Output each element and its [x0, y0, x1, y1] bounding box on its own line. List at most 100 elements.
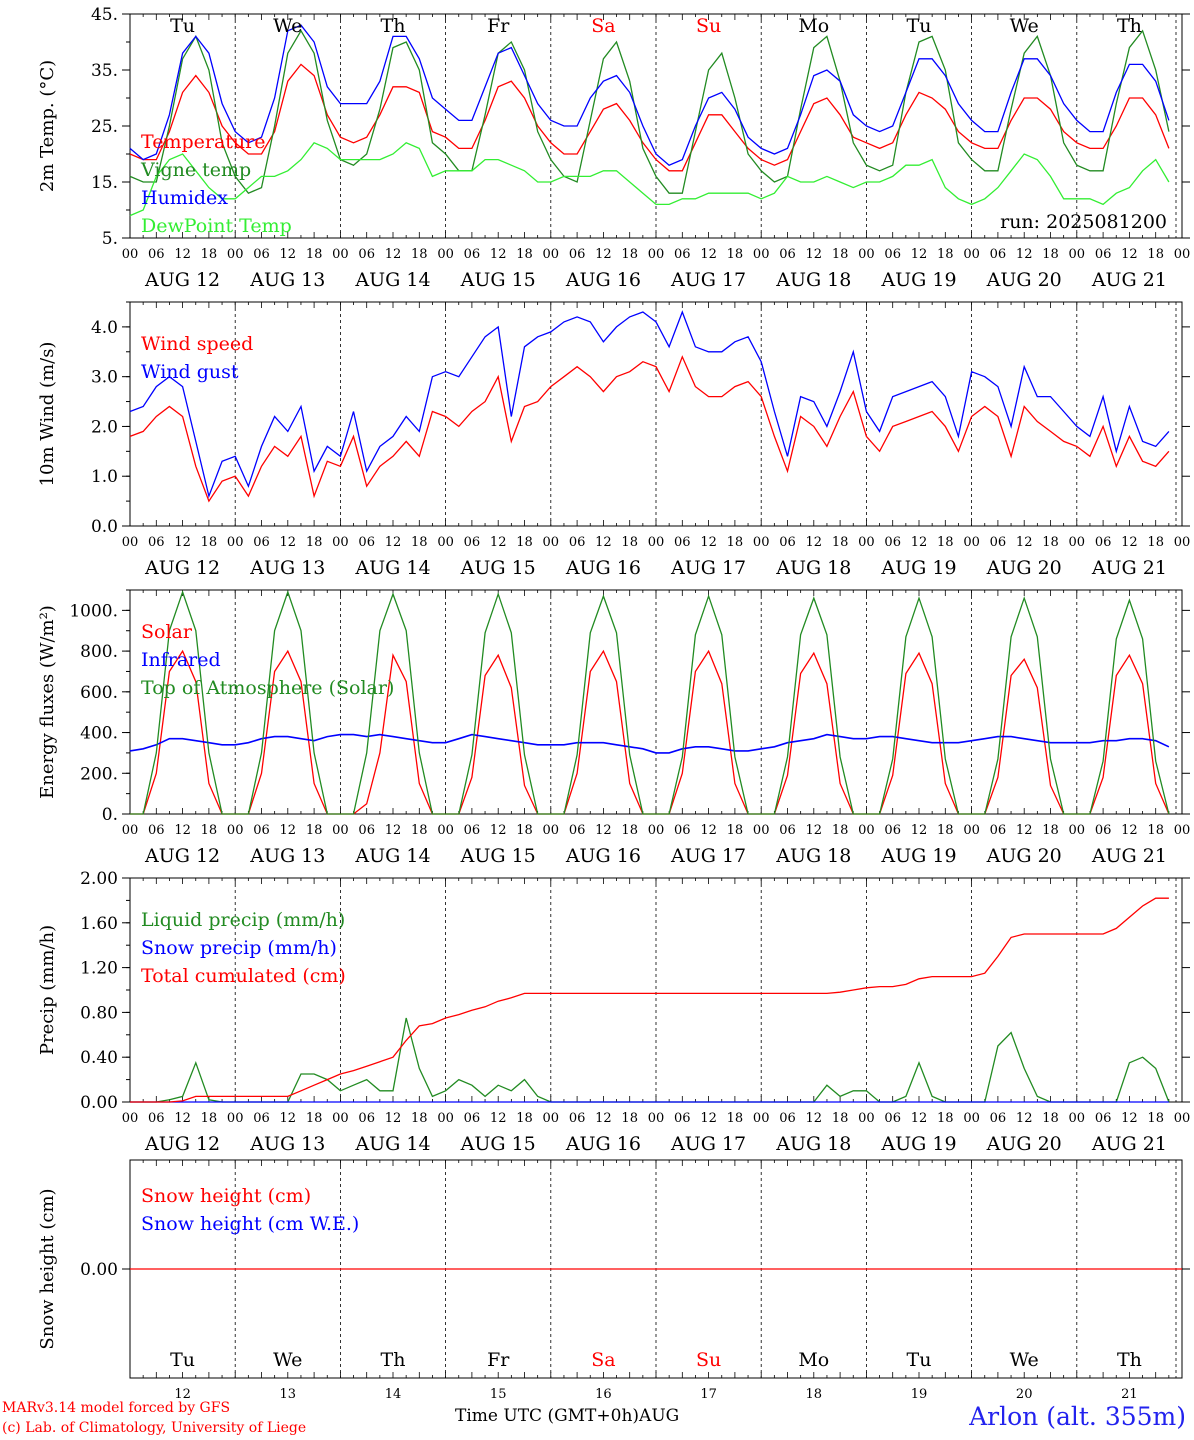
x-hour-label: 12	[806, 247, 823, 262]
x-hour-label: 06	[569, 535, 586, 550]
legend-entry: Solar	[141, 621, 193, 643]
x-date-label: AUG 17	[670, 269, 746, 291]
x-hour-label: 12	[490, 823, 507, 838]
model-credit: MARv3.14 model forced by GFS	[2, 1400, 231, 1416]
x-date-label: AUG 20	[986, 1133, 1062, 1155]
legend-entry: Vigne temp	[140, 159, 251, 181]
x-hour-label: 18	[621, 535, 638, 550]
x-hour-label: 18	[1042, 823, 1059, 838]
x-hour-label: 00	[1069, 1111, 1086, 1126]
x-hour-label: 12	[174, 247, 191, 262]
x-hour-label: 12	[700, 823, 717, 838]
panel-2: 0.0 1.0 2.0 3.0 4.0 10m Wind (m/s) Wind speed W…	[37, 301, 1191, 579]
x-hour-label: 06	[358, 535, 375, 550]
series-line-top-of-atmosphere-solar-	[130, 589, 1170, 815]
day-name-top: We	[273, 15, 302, 37]
x-hour-label: 06	[884, 535, 901, 550]
x-hour-label: 06	[148, 1111, 165, 1126]
legend-entry: Wind speed	[141, 333, 253, 355]
x-hour-label: 18	[832, 1111, 849, 1126]
x-hour-label: 06	[1095, 535, 1112, 550]
legend-entry: Liquid precip (mm/h)	[141, 909, 345, 931]
x-hour-label: 00	[1174, 247, 1191, 262]
x-hour-label: 18	[516, 1111, 533, 1126]
y-tick-label: 0.0	[91, 517, 118, 537]
x-hour-label: 12	[700, 247, 717, 262]
x-hour-label: 06	[674, 823, 691, 838]
y-tick-label: 0.40	[80, 1048, 118, 1068]
day-name-bottom: Tu	[907, 1349, 932, 1371]
x-date-label: AUG 15	[460, 845, 536, 867]
legend-entry: Infrared	[141, 649, 221, 671]
x-hour-label: 06	[1095, 823, 1112, 838]
x-hour-label: 00	[753, 1111, 770, 1126]
x-hour-label: 12	[700, 1111, 717, 1126]
x-date-label: AUG 14	[354, 557, 430, 579]
y-axis-label: 2m Temp. (°C)	[37, 60, 58, 192]
x-hour-label: 00	[858, 535, 875, 550]
day-number: 14	[385, 1387, 402, 1402]
y-tick-label: 1.20	[80, 959, 118, 979]
day-name-bottom: Th	[381, 1349, 406, 1371]
legend-entry: DewPoint Temp	[141, 215, 292, 237]
x-date-label: AUG 17	[670, 1133, 746, 1155]
x-date-label: AUG 18	[775, 1133, 851, 1155]
legend-entry: Humidex	[141, 187, 228, 209]
x-hour-label: 12	[700, 535, 717, 550]
x-hour-label: 06	[569, 823, 586, 838]
y-axis-label: Energy fluxes (W/m²)	[37, 605, 58, 799]
day-name-bottom: Sa	[591, 1349, 615, 1371]
x-hour-label: 00	[122, 247, 139, 262]
x-hour-label: 00	[648, 247, 665, 262]
day-name-top: Th	[1117, 15, 1142, 37]
day-name-top: Tu	[170, 15, 195, 37]
x-date-label: AUG 19	[880, 845, 956, 867]
x-hour-label: 00	[648, 1111, 665, 1126]
x-date-label: AUG 21	[1091, 557, 1167, 579]
x-hour-label: 18	[1147, 535, 1164, 550]
x-hour-label: 12	[385, 535, 402, 550]
x-date-label: AUG 13	[249, 269, 325, 291]
x-hour-label: 12	[806, 535, 823, 550]
x-hour-label: 06	[464, 535, 481, 550]
day-name-top: Tu	[907, 15, 932, 37]
series-line-humidex	[129, 24, 1170, 166]
y-tick-label: 45.	[91, 5, 118, 25]
x-date-label: AUG 16	[565, 1133, 641, 1155]
x-hour-label: 06	[253, 823, 270, 838]
series-line-liquid-precip-mm-h-	[130, 1017, 1170, 1103]
y-tick-label: 200.	[80, 764, 118, 784]
series-line-temperature	[129, 63, 1170, 172]
legend-entry: Temperature	[141, 131, 265, 153]
x-hour-label: 00	[1174, 535, 1191, 550]
x-axis-title: Time UTC (GMT+0h)AUG	[455, 1406, 680, 1426]
x-hour-label: 18	[937, 535, 954, 550]
panel-frame	[129, 589, 1183, 815]
x-hour-label: 12	[1121, 535, 1138, 550]
x-hour-label: 00	[332, 823, 349, 838]
day-name-bottom: We	[1010, 1349, 1039, 1371]
day-number: 17	[700, 1387, 717, 1402]
day-number: 15	[490, 1387, 507, 1402]
x-hour-label: 12	[806, 1111, 823, 1126]
x-hour-label: 18	[1042, 535, 1059, 550]
x-date-label: AUG 17	[670, 845, 746, 867]
x-hour-label: 06	[990, 535, 1007, 550]
x-hour-label: 06	[464, 1111, 481, 1126]
day-name-top: Su	[696, 15, 721, 37]
x-hour-label: 18	[411, 535, 428, 550]
x-hour-label: 00	[332, 1111, 349, 1126]
x-hour-label: 18	[1042, 1111, 1059, 1126]
x-date-label: AUG 14	[354, 269, 430, 291]
day-name-top: Th	[381, 15, 406, 37]
y-tick-label: 5.	[102, 229, 118, 249]
x-hour-label: 18	[306, 247, 323, 262]
x-hour-label: 06	[990, 247, 1007, 262]
x-hour-label: 06	[253, 1111, 270, 1126]
x-hour-label: 00	[1069, 247, 1086, 262]
x-date-label: AUG 13	[249, 845, 325, 867]
x-hour-label: 00	[437, 247, 454, 262]
x-date-label: AUG 13	[249, 1133, 325, 1155]
x-hour-label: 00	[227, 823, 244, 838]
x-hour-label: 18	[1147, 1111, 1164, 1126]
